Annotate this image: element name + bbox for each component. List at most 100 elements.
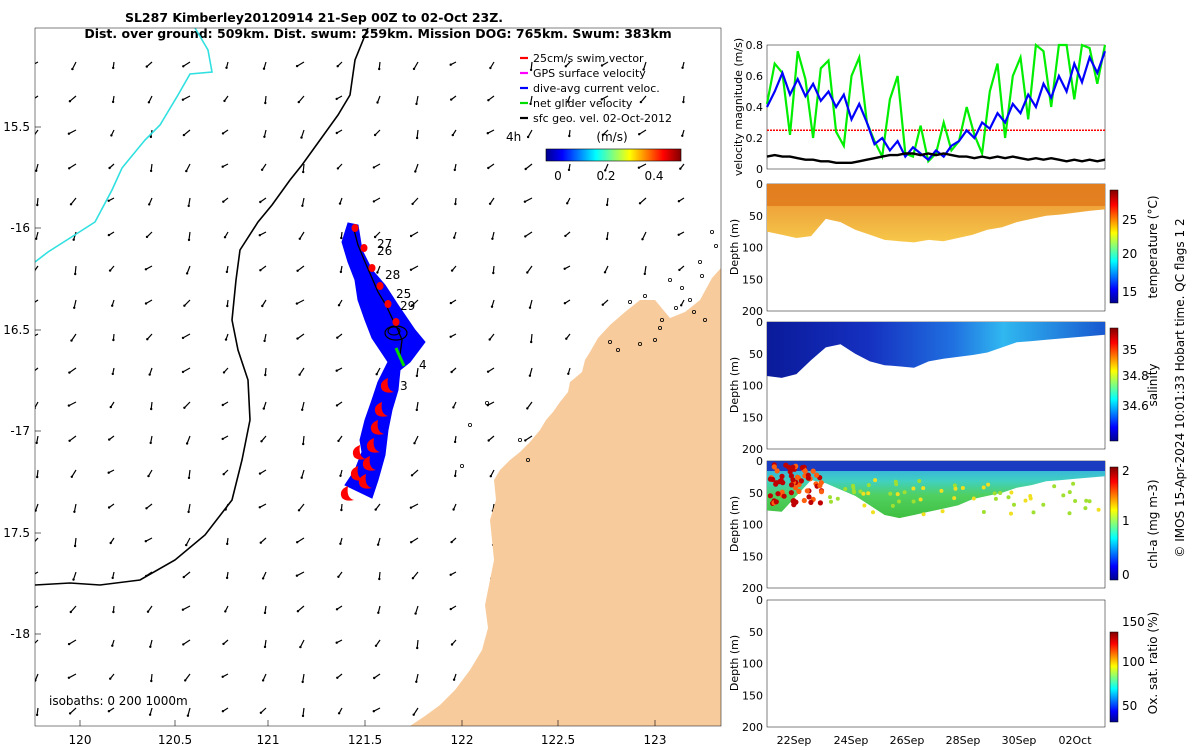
arrow-head — [295, 302, 299, 305]
arrow-head — [451, 133, 454, 137]
colorbar-tick: 2 — [1122, 464, 1130, 478]
arrow-head — [296, 337, 299, 340]
arrow-head — [335, 641, 338, 644]
arrow-head — [182, 65, 185, 68]
oxygen-colorbar-ticks: 150 100 50 — [1122, 615, 1145, 713]
chl-sample-dot — [902, 490, 907, 495]
arrow-head — [226, 542, 229, 546]
arrow-head — [335, 608, 339, 611]
arrow-head — [181, 608, 185, 611]
arrow-head — [107, 233, 111, 237]
surface-velocity-arrow — [69, 707, 77, 714]
arrow-head — [601, 303, 604, 306]
velocity-y-tick: 0.2 — [746, 132, 764, 145]
surface-velocity-arrow — [73, 231, 77, 240]
chl-sample-dot — [770, 476, 776, 483]
colorbar-unit-label: (m/s) — [596, 130, 627, 144]
chl-sample-dot — [1061, 493, 1066, 498]
surface-velocity-arrow — [299, 639, 305, 648]
colorbar-tick: 35 — [1122, 343, 1137, 357]
arrow-head — [67, 676, 71, 679]
island-cluster — [459, 229, 719, 468]
arrow-head — [336, 167, 340, 170]
arrow-head — [372, 710, 375, 713]
colorbar-tick: 25 — [1122, 213, 1137, 227]
day-label: 3 — [400, 379, 408, 393]
arrow-head — [336, 336, 339, 339]
surface-velocity-arrow — [182, 639, 191, 645]
chl-sample-dot — [790, 464, 796, 470]
figure-title-line1: SL287 Kimberley20120914 21-Sep 00Z to 02… — [125, 10, 503, 25]
map-y-tick-label: -17 — [10, 424, 30, 438]
arrow-head — [109, 677, 112, 680]
surface-velocity-arrow — [526, 401, 533, 409]
oxygen-colorbar — [1109, 631, 1119, 723]
chl-sample-dot — [771, 464, 777, 470]
arrow-head — [221, 437, 224, 441]
depth-tick: 200 — [742, 582, 763, 595]
surface-velocity-arrow — [415, 673, 419, 682]
chl-sample-dot — [858, 489, 863, 494]
arrow-head — [35, 169, 38, 172]
colorbar-tick: 34.6 — [1122, 399, 1149, 413]
arrow-head — [72, 238, 75, 241]
salinity-colorbar — [1109, 327, 1119, 442]
arrow-head — [224, 338, 228, 341]
arrow-head — [107, 710, 111, 713]
arrow-head — [450, 269, 454, 272]
arrow-head — [416, 646, 419, 650]
chl-sample-dot — [804, 488, 810, 494]
speed-colorbar-tick: 0 — [554, 169, 562, 183]
time-tick-label: 02Oct — [1058, 734, 1092, 747]
chl-sample-dot — [894, 482, 899, 487]
arrow-head — [563, 267, 566, 270]
temperature-colorbar-ticks: 25 20 15 — [1122, 213, 1137, 299]
arrow-head — [146, 610, 150, 613]
arrow-head — [296, 541, 299, 544]
surface-velocity-arrow — [70, 197, 77, 205]
arrow-head — [568, 134, 571, 138]
surface-velocity-arrow — [410, 231, 419, 237]
arrow-head — [186, 714, 190, 717]
surface-velocity-arrow — [527, 129, 533, 138]
arrow-head — [564, 65, 567, 68]
arrow-head — [449, 573, 452, 576]
arrow-head — [338, 202, 342, 205]
chl-sample-dot — [861, 491, 866, 496]
surface-velocity-arrow — [415, 95, 419, 105]
arrow-head — [109, 541, 112, 545]
arrow-head — [452, 508, 455, 511]
arrow-head — [260, 440, 263, 443]
salinity-depth-label: Depth (m) — [728, 357, 741, 413]
arrow-head — [526, 271, 529, 274]
map-longitude-ticks: 120 120.5 121 121.5 122 122.5 123 — [69, 720, 666, 747]
depth-tick: 0 — [756, 316, 763, 329]
arrow-head — [221, 675, 224, 678]
arrow-head — [297, 509, 301, 512]
chl-sample-dot — [873, 478, 878, 483]
chl-sample-dot — [778, 477, 784, 484]
chl-sample-dot — [981, 510, 986, 514]
surface-velocity-arrow — [414, 163, 419, 172]
surface-velocity-arrow — [410, 265, 419, 271]
arrow-head — [565, 337, 568, 340]
arrow-head — [183, 304, 186, 307]
arrow-head — [187, 238, 191, 242]
arrow-head — [528, 306, 532, 309]
arrow-head — [450, 540, 453, 544]
arrow-head — [221, 165, 224, 168]
arrow-head — [450, 643, 454, 646]
glider-track-dive-swath — [341, 222, 426, 499]
chlorophyll-sample-dots — [767, 462, 1101, 517]
arrow-head — [415, 408, 418, 412]
island — [710, 229, 715, 234]
arrow-head — [337, 712, 341, 715]
map-x-tick-label: 122 — [451, 733, 474, 747]
chl-sample-dot — [1012, 502, 1016, 507]
surface-velocity-arrow — [69, 435, 77, 442]
arrow-head — [72, 578, 75, 581]
chl-sample-dot — [1083, 506, 1088, 511]
surface-velocity-arrow — [71, 61, 77, 70]
swim-vector-mark — [351, 224, 359, 232]
colorbar-tick: 150 — [1122, 615, 1145, 629]
